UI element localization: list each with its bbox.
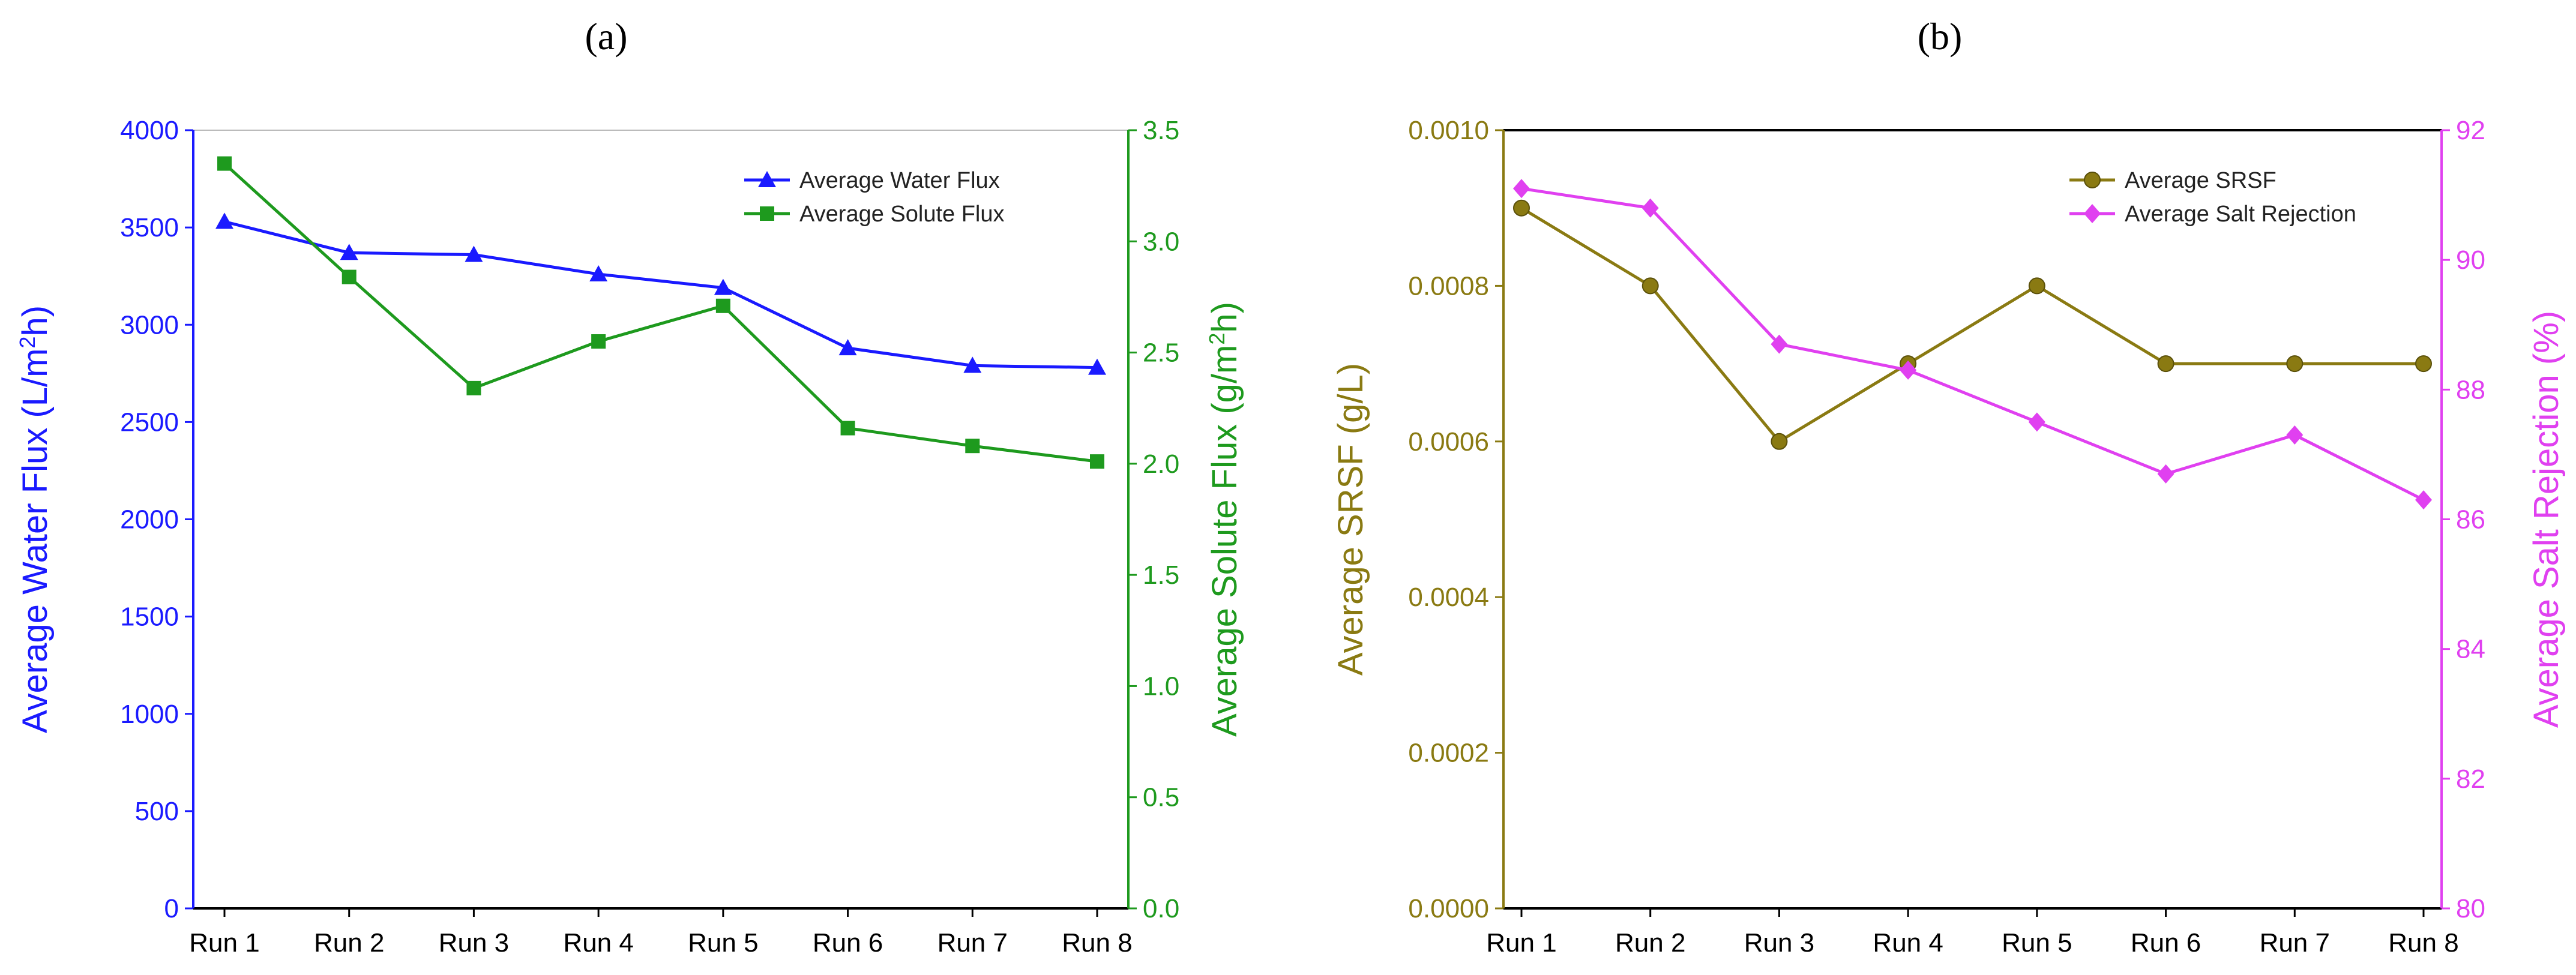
left-axis-title: Average SRSF (g/L) <box>1331 363 1370 676</box>
right-tick-label: 1.5 <box>1143 560 1179 590</box>
data-point <box>715 298 730 313</box>
data-point <box>1513 179 1530 199</box>
series-line <box>1520 206 2424 444</box>
data-point <box>342 269 357 284</box>
legend-label: Average SRSF <box>2125 168 2277 193</box>
data-point <box>965 439 980 454</box>
left-tick-label: 0.0000 <box>1408 894 1489 923</box>
data-point <box>714 278 732 295</box>
data-point <box>1642 198 1659 218</box>
chart-a: Run 1 Run 2 Run 3 Run 4 Run 5 Run 6 Run 7 Run 8… <box>15 116 1245 958</box>
x-tick-label: Run 8 <box>1062 928 1132 958</box>
left-tick-label: 500 <box>135 797 179 826</box>
data-point <box>1513 199 1530 217</box>
right-tick-label: 2.5 <box>1143 338 1179 368</box>
legend-marker <box>2084 204 2101 223</box>
left-tick-label: 2500 <box>120 407 179 437</box>
data-point <box>465 245 483 262</box>
x-tick-label: Run 7 <box>2260 928 2330 958</box>
left-tick-label: 0.0006 <box>1408 427 1489 457</box>
left-tick-label: 0.0008 <box>1408 271 1489 301</box>
x-tick-label: Run 7 <box>937 928 1008 958</box>
x-tick-label: Run 1 <box>189 928 259 958</box>
x-tick-label: Run 6 <box>2131 928 2201 958</box>
data-point <box>2286 425 2304 445</box>
data-point <box>2286 355 2304 373</box>
data-point <box>963 356 982 373</box>
legend-label: Average Salt Rejection <box>2125 202 2356 227</box>
right-axis-title: Average Salt Rejection (%) <box>2527 311 2566 728</box>
chart-b: Run 1 Run 2 Run 3 Run 4 Run 5 Run 6 Run 7 Run 8… <box>1331 116 2566 958</box>
legend-label: Average Solute Flux <box>799 202 1005 227</box>
x-tick-label: Run 3 <box>1744 928 1814 958</box>
right-tick-label: 82 <box>2456 764 2485 794</box>
right-tick-label: 88 <box>2456 375 2485 404</box>
left-tick-label: 2000 <box>120 505 179 535</box>
x-tick-label: Run 3 <box>439 928 509 958</box>
right-tick-label: 90 <box>2456 245 2485 275</box>
series-line <box>1521 187 2425 502</box>
x-tick-label: Run 8 <box>2388 928 2458 958</box>
data-point <box>1771 433 1788 450</box>
left-tick-label: 1000 <box>120 700 179 729</box>
right-axis-title: Average Solute Flux (g/m2h) <box>1205 302 1245 737</box>
right-tick-label: 84 <box>2456 635 2485 664</box>
data-point <box>1090 454 1104 469</box>
x-tick-label: Run 4 <box>1873 928 1943 958</box>
x-tick-label: Run 2 <box>1615 928 1685 958</box>
data-point <box>838 339 857 356</box>
legend-marker <box>760 206 774 221</box>
data-point <box>2028 412 2045 432</box>
right-tick-label: 80 <box>2456 894 2485 923</box>
right-tick-label: 3.5 <box>1143 116 1179 145</box>
right-tick-label: 1.0 <box>1143 671 1179 701</box>
left-tick-label: 0.0004 <box>1408 583 1489 612</box>
data-point <box>466 380 481 395</box>
data-point <box>1088 358 1106 375</box>
panel-a-label: (a) <box>585 15 627 58</box>
data-point <box>1900 360 1917 380</box>
panel-b-label: (b) <box>1918 15 1963 58</box>
right-tick-label: 92 <box>2456 116 2485 145</box>
right-tick-label: 2.0 <box>1143 449 1179 479</box>
x-tick-label: Run 5 <box>688 928 758 958</box>
legend-marker <box>2084 172 2101 188</box>
x-tick-label: Run 5 <box>2002 928 2072 958</box>
data-point <box>2157 355 2174 373</box>
left-tick-label: 0.0002 <box>1408 739 1489 768</box>
series-line <box>223 162 1098 463</box>
data-point <box>2157 464 2174 484</box>
data-point <box>2028 277 2045 295</box>
data-point <box>340 244 358 260</box>
data-point <box>2415 355 2432 373</box>
right-tick-label: 3.0 <box>1143 227 1179 256</box>
data-point <box>217 156 232 171</box>
data-point <box>215 212 233 229</box>
left-tick-label: 1500 <box>120 602 179 632</box>
data-point <box>1642 277 1659 295</box>
data-point <box>840 421 855 436</box>
data-point <box>1771 334 1788 354</box>
right-tick-label: 86 <box>2456 505 2485 535</box>
legend-marker <box>758 171 776 187</box>
x-tick-label: Run 2 <box>314 928 384 958</box>
x-tick-label: Run 1 <box>1486 928 1556 958</box>
right-tick-label: 0.0 <box>1143 894 1179 923</box>
x-tick-label: Run 4 <box>563 928 633 958</box>
legend-label: Average Water Flux <box>799 168 1000 193</box>
data-point <box>591 334 606 349</box>
left-axis-title: Average Water Flux (L/m2h) <box>15 305 55 733</box>
x-tick-label: Run 6 <box>813 928 883 958</box>
left-tick-label: 0.0010 <box>1408 116 1489 145</box>
series-line <box>224 220 1098 370</box>
data-point <box>589 265 608 281</box>
left-tick-label: 3000 <box>120 310 179 340</box>
data-point <box>2415 490 2432 510</box>
left-tick-label: 4000 <box>120 116 179 145</box>
left-tick-label: 0 <box>164 894 179 923</box>
right-tick-label: 0.5 <box>1143 783 1179 812</box>
left-tick-label: 3500 <box>120 213 179 242</box>
